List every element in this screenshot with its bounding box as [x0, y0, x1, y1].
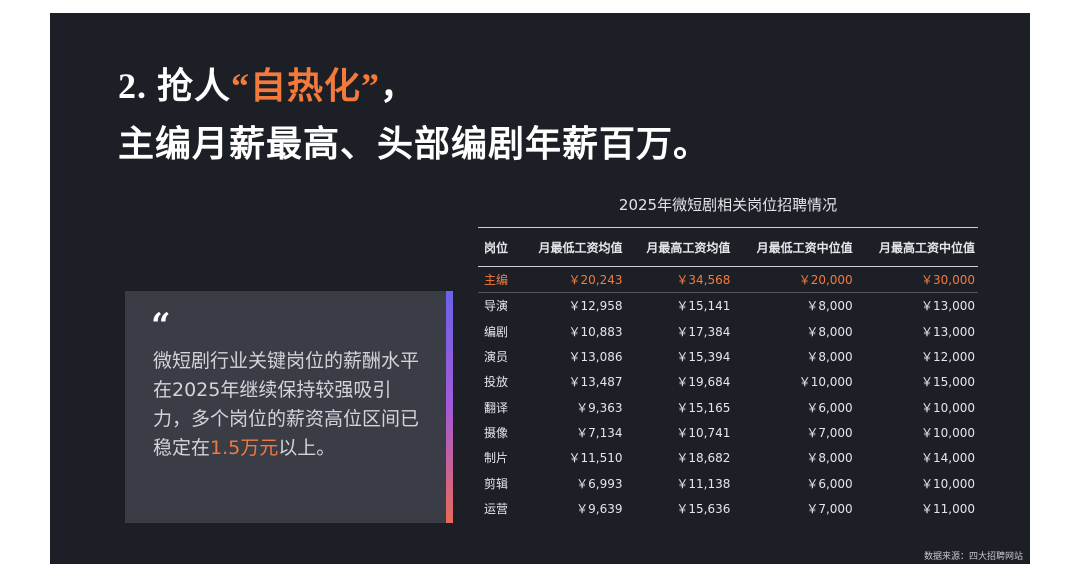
cell-max-avg: ￥10,741 — [676, 425, 731, 440]
cell-max-median: ￥10,000 — [921, 476, 975, 491]
table-row: 剪辑 ￥6,993 ￥11,138 ￥6,000 ￥10,000 — [478, 470, 978, 495]
cell-max-median: ￥15,000 — [921, 375, 975, 390]
cell-max-avg: ￥15,636 — [676, 501, 731, 516]
table-row: 制片 ￥11,510 ￥18,682 ￥8,000 ￥14,000 — [478, 445, 978, 470]
cell-max-avg: ￥15,165 — [676, 400, 731, 415]
table-row: 主编 ￥20,243 ￥34,568 ￥20,000 ￥30,000 — [478, 267, 978, 293]
slide: 2. 抢人“自热化”， 主编月薪最高、头部编剧年薪百万。 “ 微短剧行业关键岗位… — [50, 13, 1030, 564]
quote-text: 微短剧行业关键岗位的薪酬水平在2025年继续保持较强吸引力，多个岗位的薪资高位区… — [153, 347, 428, 463]
cell-max-median: ￥10,000 — [921, 400, 975, 415]
headline-line-1: 2. 抢人“自热化”， — [118, 57, 818, 115]
quote-mark-icon: “ — [151, 306, 171, 346]
table-row: 演员 ￥13,086 ￥15,394 ￥8,000 ￥12,000 — [478, 344, 978, 369]
cell-position: 编剧 — [484, 324, 509, 339]
headline-prefix: 2. 抢人 — [118, 66, 232, 106]
cell-min-median: ￥7,000 — [806, 501, 853, 516]
cell-position: 主编 — [484, 273, 509, 288]
table-row: 投放 ￥13,487 ￥19,684 ￥10,000 ￥15,000 — [478, 369, 978, 394]
cell-min-avg: ￥6,993 — [576, 476, 623, 491]
cell-position: 剪辑 — [484, 476, 509, 491]
cell-max-median: ￥13,000 — [921, 299, 975, 314]
cell-min-median: ￥6,000 — [806, 400, 853, 415]
cell-min-avg: ￥7,134 — [576, 425, 623, 440]
table-row: 导演 ￥12,958 ￥15,141 ￥8,000 ￥13,000 — [478, 293, 978, 319]
cell-max-median: ￥30,000 — [921, 273, 975, 288]
cell-max-median: ￥11,000 — [921, 501, 975, 516]
cell-min-avg: ￥9,363 — [576, 400, 623, 415]
column-header-max-avg: 月最高工资均值 — [646, 240, 731, 255]
cell-min-median: ￥8,000 — [806, 451, 853, 466]
cell-min-median: ￥10,000 — [798, 375, 853, 390]
cell-min-avg: ￥12,958 — [568, 299, 623, 314]
table-title: 2025年微短剧相关岗位招聘情况 — [618, 196, 838, 214]
headline: 2. 抢人“自热化”， 主编月薪最高、头部编剧年薪百万。 — [118, 57, 818, 173]
quote-card: “ 微短剧行业关键岗位的薪酬水平在2025年继续保持较强吸引力，多个岗位的薪资高… — [125, 291, 453, 523]
table-row: 编剧 ￥10,883 ￥17,384 ￥8,000 ￥13,000 — [478, 319, 978, 344]
column-header-min-avg: 月最低工资均值 — [538, 240, 623, 255]
cell-max-avg: ￥11,138 — [676, 476, 731, 491]
table-row: 摄像 ￥7,134 ￥10,741 ￥7,000 ￥10,000 — [478, 420, 978, 445]
cell-min-avg: ￥13,487 — [568, 375, 623, 390]
headline-line-2: 主编月薪最高、头部编剧年薪百万。 — [118, 124, 711, 164]
cell-position: 演员 — [484, 350, 509, 365]
quote-text-before: 微短剧行业关键岗位的薪酬水平在2025年继续保持较强吸引力，多个岗位的薪资高位区… — [153, 350, 420, 459]
cell-min-median: ￥8,000 — [806, 324, 853, 339]
cell-max-avg: ￥34,568 — [676, 273, 731, 288]
cell-max-median: ￥13,000 — [921, 324, 975, 339]
cell-max-avg: ￥15,141 — [676, 299, 731, 314]
cell-position: 运营 — [484, 501, 509, 516]
quote-text-highlight: 1.5万元 — [210, 437, 279, 459]
cell-max-avg: ￥17,384 — [676, 324, 731, 339]
cell-position: 摄像 — [484, 425, 509, 440]
cell-min-median: ￥8,000 — [806, 299, 853, 314]
cell-min-median: ￥7,000 — [806, 425, 853, 440]
cell-min-avg: ￥10,883 — [568, 324, 623, 339]
cell-max-avg: ￥19,684 — [676, 375, 731, 390]
cell-min-median: ￥20,000 — [798, 273, 853, 288]
quote-text-after: 以上。 — [278, 437, 336, 459]
cell-min-avg: ￥11,510 — [568, 451, 623, 466]
cell-max-median: ￥12,000 — [921, 350, 975, 365]
cell-max-median: ￥10,000 — [921, 425, 975, 440]
column-header-position: 岗位 — [484, 240, 509, 255]
headline-accent: “自热化” — [231, 66, 381, 106]
column-header-max-median: 月最高工资中位值 — [878, 240, 975, 255]
salary-table-panel: 2025年微短剧相关岗位招聘情况 岗位 月最低工资均值 月最高工资均值 月最低工… — [478, 193, 978, 521]
quote-accent-bar — [446, 291, 453, 523]
cell-position: 导演 — [484, 299, 509, 314]
table-row: 翻译 ￥9,363 ￥15,165 ￥6,000 ￥10,000 — [478, 394, 978, 419]
table-row: 运营 ￥9,639 ￥15,636 ￥7,000 ￥11,000 — [478, 496, 978, 521]
cell-position: 制片 — [484, 451, 509, 466]
table-header-row: 岗位 月最低工资均值 月最高工资均值 月最低工资中位值 月最高工资中位值 — [478, 227, 978, 267]
column-header-min-median: 月最低工资中位值 — [756, 240, 853, 255]
cell-position: 翻译 — [484, 400, 509, 415]
source-note: 数据来源：四大招聘网站 — [923, 552, 1023, 562]
cell-max-avg: ￥15,394 — [676, 350, 731, 365]
cell-min-avg: ￥20,243 — [568, 273, 623, 288]
headline-suffix: ， — [380, 66, 418, 106]
cell-min-median: ￥8,000 — [806, 350, 853, 365]
cell-max-median: ￥14,000 — [921, 451, 975, 466]
cell-position: 投放 — [484, 375, 509, 390]
salary-table: 岗位 月最低工资均值 月最高工资均值 月最低工资中位值 月最高工资中位值 主编 ￥… — [478, 227, 978, 521]
cell-max-avg: ￥18,682 — [676, 451, 731, 466]
cell-min-avg: ￥13,086 — [568, 350, 623, 365]
cell-min-median: ￥6,000 — [806, 476, 853, 491]
cell-min-avg: ￥9,639 — [576, 501, 623, 516]
